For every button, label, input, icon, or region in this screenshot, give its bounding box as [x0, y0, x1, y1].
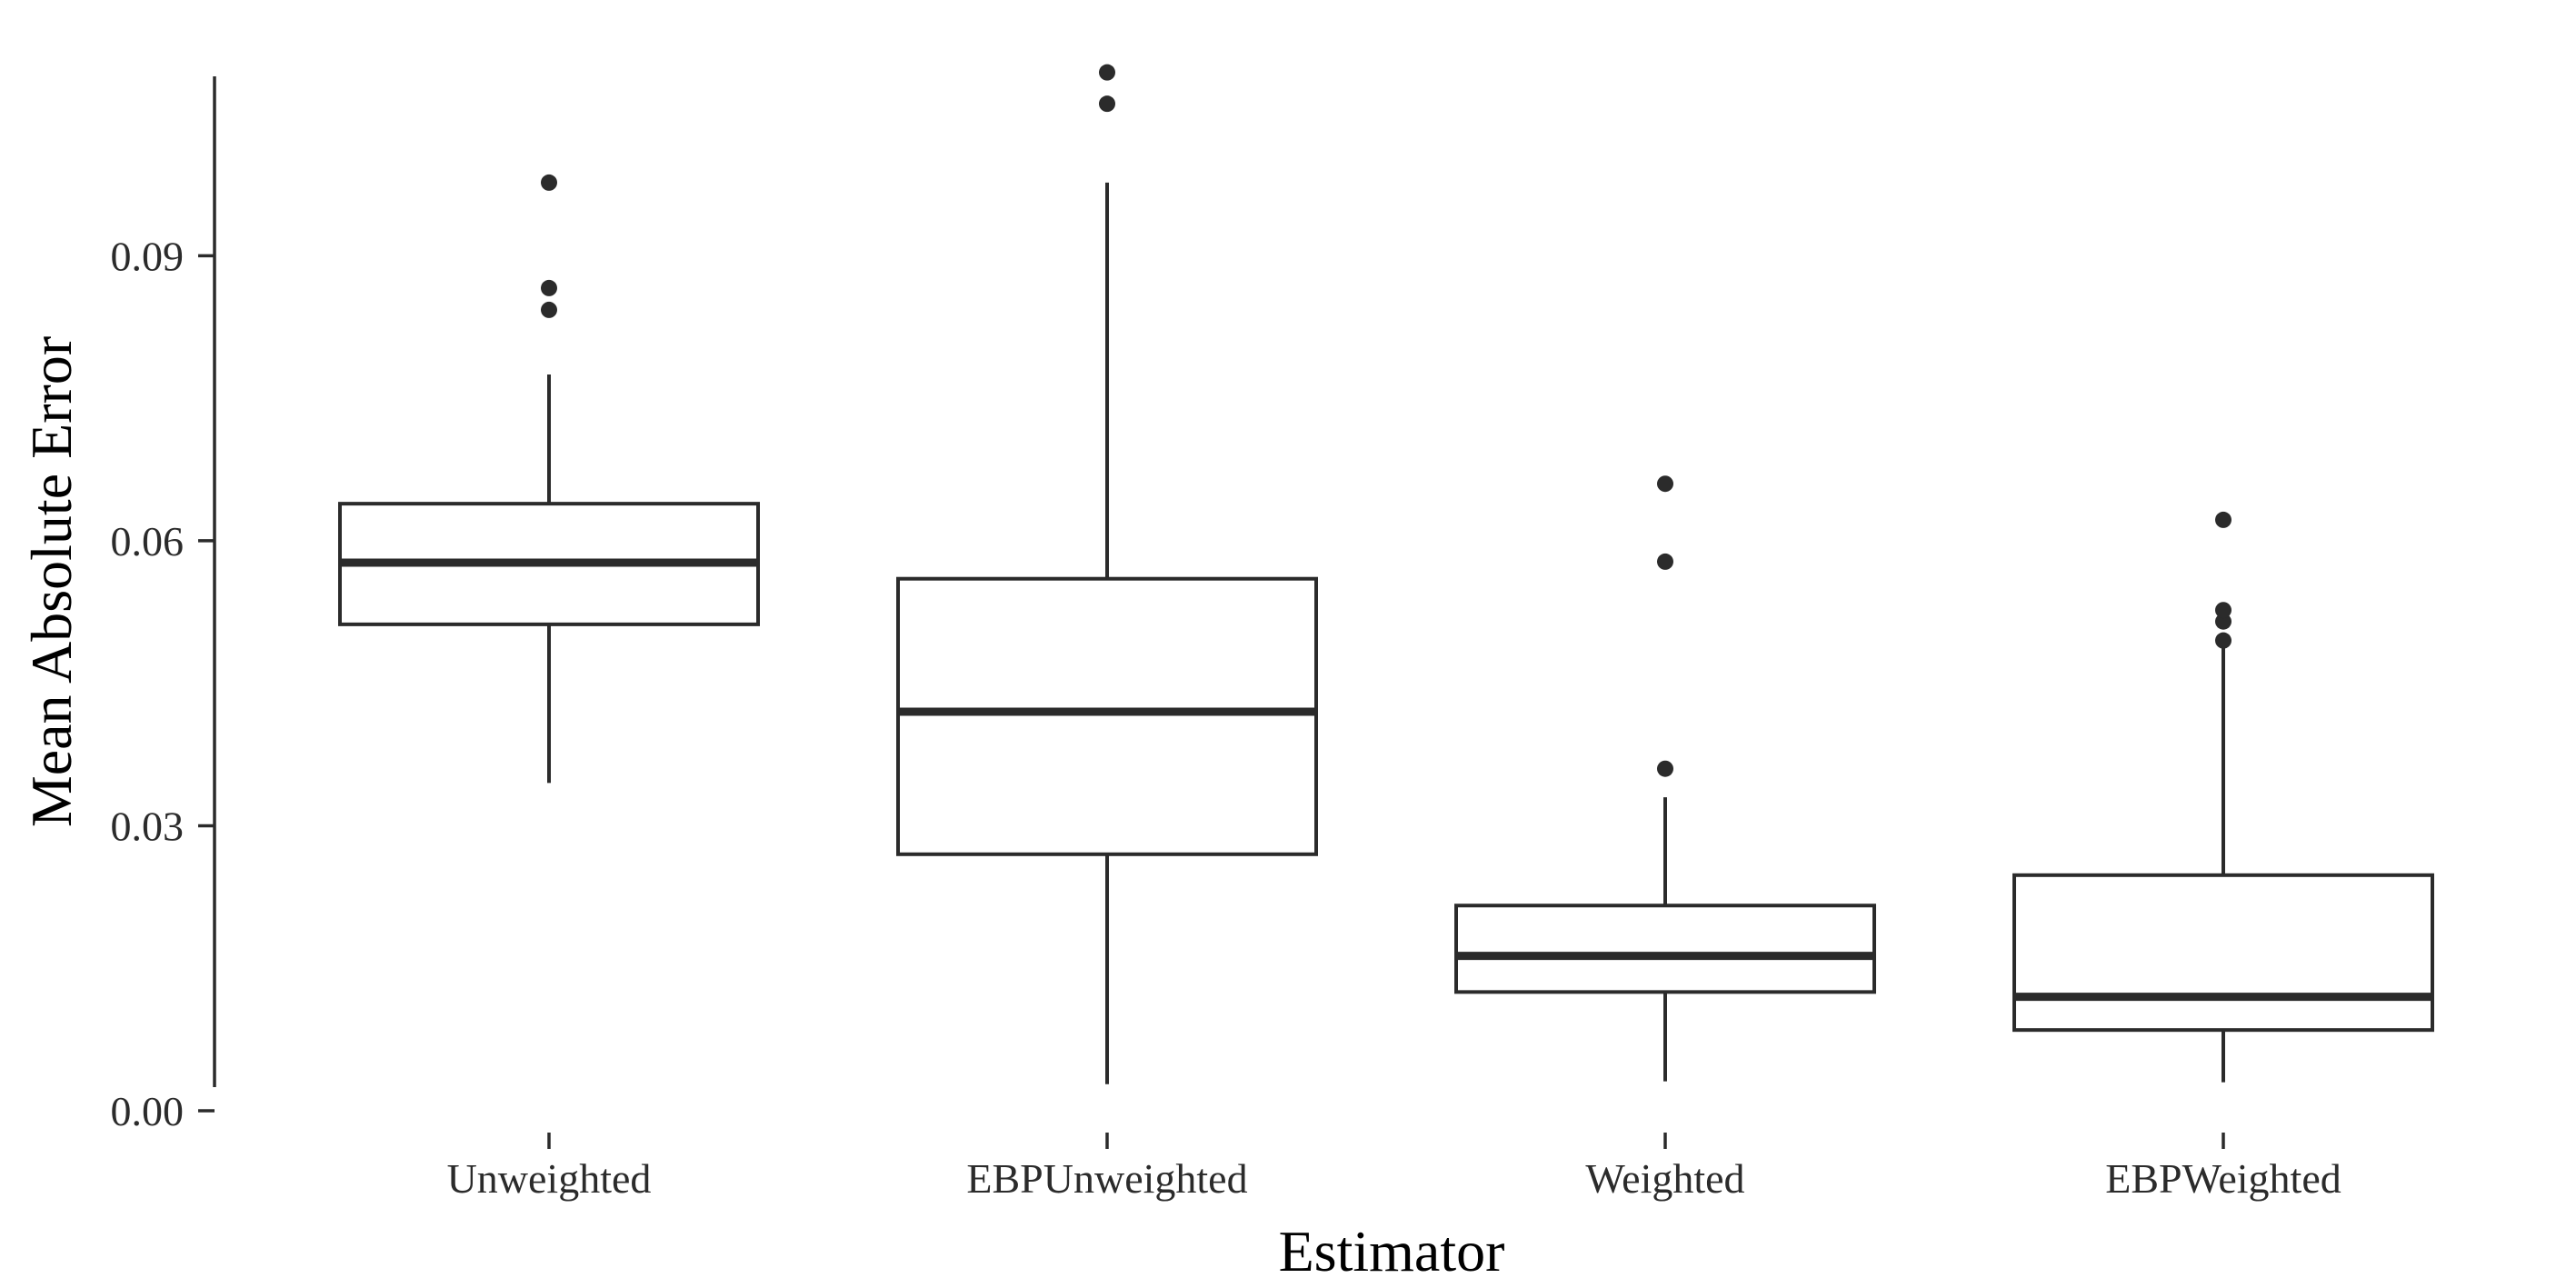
- outlier-point: [2215, 602, 2232, 619]
- outlier-point: [541, 174, 557, 191]
- y-tick-label: 0.03: [111, 803, 185, 849]
- outlier-point: [1657, 475, 1673, 493]
- box-series: [338, 64, 2434, 1084]
- box-iqr: [1454, 904, 1876, 994]
- outlier-point: [1099, 95, 1115, 113]
- box-iqr: [2012, 873, 2434, 1033]
- y-tick-label: 0.09: [111, 233, 185, 279]
- outlier-point: [541, 301, 557, 318]
- outlier-point: [1657, 760, 1673, 777]
- outlier-point: [541, 279, 557, 296]
- outlier-point: [1099, 64, 1115, 81]
- x-tick-label: Weighted: [1585, 1155, 1744, 1202]
- x-axis-ticks: Unweighted EBPUnweighted Weighted EBPWeight…: [447, 1133, 2341, 1202]
- y-axis-title: Mean Absolute Error: [19, 336, 84, 827]
- y-tick-label: 0.00: [111, 1088, 185, 1134]
- y-axis-ticks: 0.00 0.03 0.06 0.09: [111, 233, 215, 1134]
- outlier-point: [1657, 553, 1673, 570]
- x-tick-label: Unweighted: [447, 1155, 652, 1202]
- outlier-point: [2215, 511, 2232, 528]
- y-tick-label: 0.06: [111, 518, 185, 564]
- box-group: [338, 174, 760, 784]
- box-iqr: [896, 576, 1318, 856]
- x-axis-title: Estimator: [1279, 1219, 1505, 1283]
- x-tick-label: EBPWeighted: [2105, 1155, 2341, 1202]
- box-group: [1454, 475, 1876, 1082]
- box-group: [896, 64, 1318, 1084]
- box-group: [2012, 511, 2434, 1083]
- outlier-point: [2215, 632, 2232, 649]
- x-tick-label: EBPUnweighted: [966, 1155, 1247, 1202]
- outlier-point: [2215, 613, 2232, 630]
